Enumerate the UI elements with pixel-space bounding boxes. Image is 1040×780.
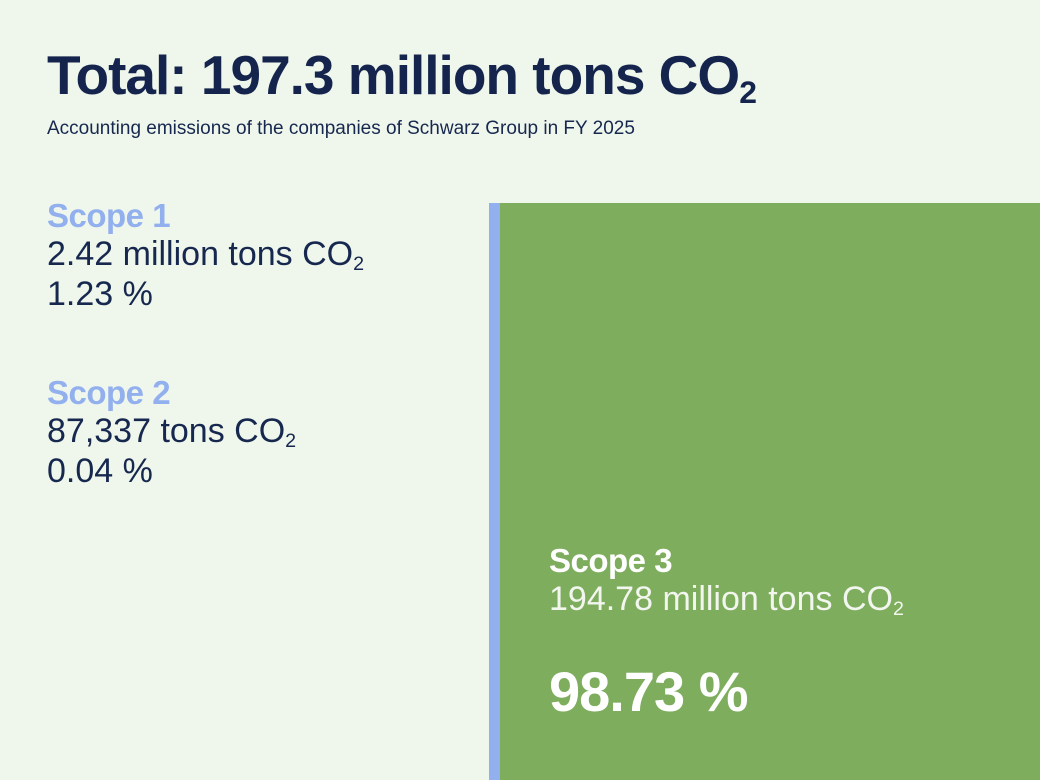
chart-title: Total: 197.3 million tons CO2 — [47, 44, 757, 110]
scope2-percent: 0.04 % — [47, 451, 153, 490]
scope1-amount: 2.42 million tons CO2 — [47, 234, 365, 276]
chart-subtitle: Accounting emissions of the companies of… — [47, 118, 635, 139]
scope1-percent: 1.23 % — [47, 274, 153, 313]
scope2-block: Scope 2 87,337 tons CO2 0.04 % — [47, 374, 297, 491]
scope1-label: Scope 1 — [47, 197, 171, 234]
scope3-amount: 194.78 million tons CO2 — [549, 579, 904, 621]
scope1-block: Scope 1 2.42 million tons CO2 1.23 % — [47, 197, 365, 314]
scope3-percent: 98.73 % — [549, 659, 748, 723]
scope3-block: Scope 3 194.78 million tons CO2 98.73 % — [549, 542, 904, 723]
scope2-label: Scope 2 — [47, 374, 171, 411]
scope2-amount: 87,337 tons CO2 — [47, 411, 297, 453]
scope1-2-bar — [489, 203, 500, 780]
scope3-label: Scope 3 — [549, 542, 673, 579]
scope3-bar — [500, 203, 1040, 780]
